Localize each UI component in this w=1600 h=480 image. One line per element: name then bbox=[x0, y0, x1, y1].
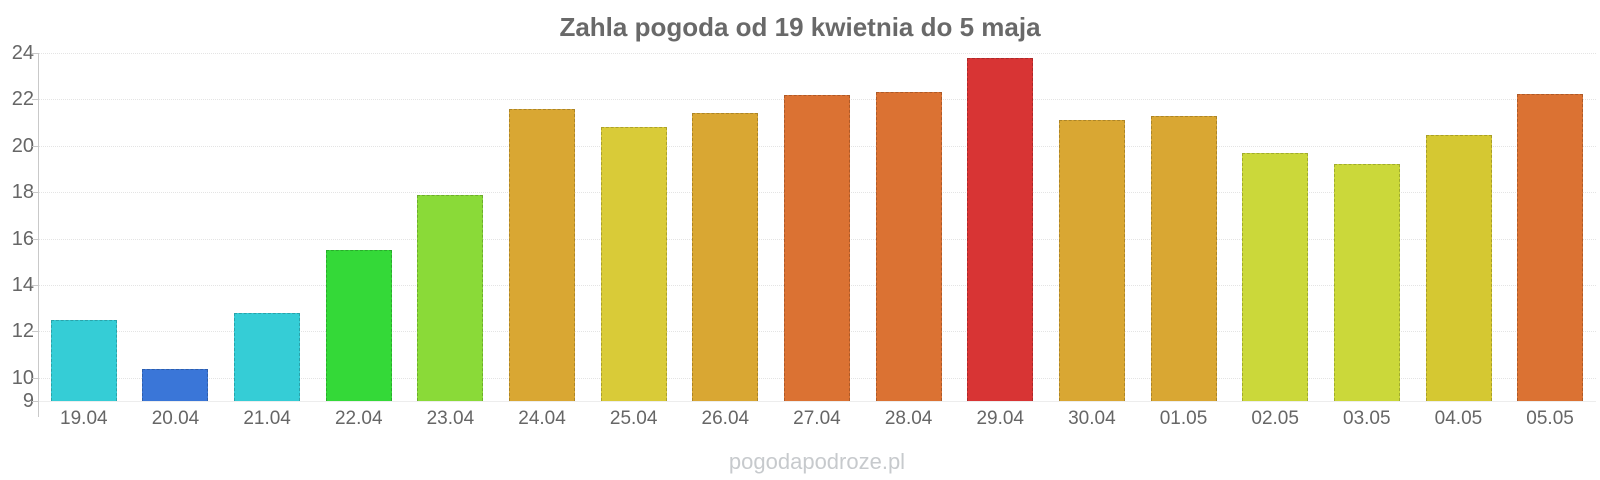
x-axis-label: 22.04 bbox=[334, 408, 383, 429]
bar-23.04[interactable] bbox=[417, 194, 484, 401]
bar-21.04[interactable] bbox=[234, 312, 301, 401]
y-axis-label: 10 bbox=[11, 366, 34, 389]
y-axis-tick bbox=[32, 377, 38, 379]
y-axis-tick bbox=[32, 192, 38, 194]
bar-29.04[interactable] bbox=[967, 57, 1034, 401]
x-axis-label: 02.05 bbox=[1251, 408, 1299, 429]
gridline-baseline bbox=[38, 401, 1596, 402]
x-axis-label: 27.04 bbox=[793, 408, 841, 429]
watermark: pogodapodroze.pl bbox=[728, 449, 906, 474]
bar-20.04[interactable] bbox=[142, 368, 209, 401]
x-axis-label: 24.04 bbox=[518, 408, 566, 429]
y-axis-tick bbox=[32, 145, 38, 147]
bar-05.05[interactable] bbox=[1517, 93, 1584, 401]
x-axis-label: 30.04 bbox=[1068, 408, 1116, 429]
x-axis-label: 29.04 bbox=[976, 408, 1024, 429]
x-axis-label: 20.04 bbox=[151, 408, 200, 429]
y-axis-label: 14 bbox=[11, 274, 34, 296]
chart-title: Zahla pogoda od 19 kwietnia do 5 maja bbox=[559, 12, 1041, 42]
y-axis-tick bbox=[32, 53, 38, 54]
plot-area bbox=[38, 53, 1596, 402]
bar-27.04[interactable] bbox=[784, 94, 850, 401]
y-axis-label: 12 bbox=[11, 320, 34, 343]
x-axis-label: 23.04 bbox=[426, 408, 475, 429]
y-axis-label: 16 bbox=[11, 227, 34, 250]
x-axis-label: 04.05 bbox=[1434, 408, 1483, 429]
bar-22.04[interactable] bbox=[325, 250, 392, 401]
y-axis-label: 20 bbox=[11, 134, 34, 157]
bar-28.04[interactable] bbox=[875, 92, 942, 401]
y-axis-label: 22 bbox=[11, 88, 34, 111]
x-axis-label: 05.05 bbox=[1526, 408, 1574, 429]
y-axis-tick bbox=[32, 238, 38, 240]
y-axis-tick bbox=[32, 401, 38, 402]
bar-02.05[interactable] bbox=[1242, 152, 1309, 401]
y-axis-label: 24 bbox=[11, 42, 34, 64]
y-axis-label: 18 bbox=[11, 181, 34, 204]
y-axis-tick bbox=[32, 285, 38, 286]
bar-30.04[interactable] bbox=[1058, 120, 1125, 401]
gridline bbox=[38, 53, 1596, 54]
bar-26.04[interactable] bbox=[692, 113, 759, 401]
x-axis-label: 25.04 bbox=[609, 408, 658, 429]
x-axis-label: 26.04 bbox=[701, 408, 750, 429]
x-axis-label: 03.05 bbox=[1343, 408, 1391, 429]
x-axis-label: 19.04 bbox=[60, 408, 108, 429]
bar-03.05[interactable] bbox=[1333, 164, 1400, 401]
bar-25.04[interactable] bbox=[600, 127, 667, 401]
bar-04.05[interactable] bbox=[1425, 135, 1492, 401]
x-axis-label: 01.05 bbox=[1159, 408, 1208, 429]
x-axis-label: 21.04 bbox=[243, 408, 291, 429]
y-axis-line bbox=[38, 53, 39, 417]
bar-24.04[interactable] bbox=[509, 108, 576, 401]
y-axis-label: 9 bbox=[22, 390, 34, 412]
bar-01.05[interactable] bbox=[1150, 115, 1217, 401]
y-axis-tick bbox=[32, 99, 38, 101]
bar-19.04[interactable] bbox=[50, 319, 117, 401]
x-axis-label: 28.04 bbox=[884, 408, 933, 429]
x-axis: 19.04 20.04 21.04 22.04 23.04 24.04 25.04 26.04… bbox=[38, 406, 1596, 432]
y-axis-tick bbox=[32, 331, 38, 333]
